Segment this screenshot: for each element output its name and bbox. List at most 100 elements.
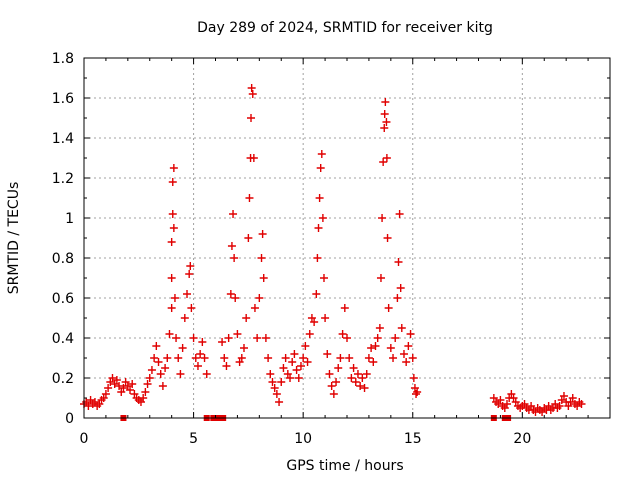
y-tick-label: 1.6 xyxy=(52,91,74,107)
data-point xyxy=(323,350,332,358)
data-point xyxy=(396,284,405,292)
data-point xyxy=(325,370,334,378)
data-point xyxy=(568,394,577,402)
data-point xyxy=(347,374,356,382)
data-point xyxy=(222,362,231,370)
ticks-layer: 0 0.2 0.4 0.6 0.8 1 1.2 1.4 1.6 1.8 0 5 10 15 20 xyxy=(52,51,611,447)
data-point xyxy=(290,350,299,358)
data-point xyxy=(185,270,194,278)
data-point xyxy=(165,330,174,338)
data-point xyxy=(227,242,236,250)
data-point xyxy=(112,376,121,384)
data-point xyxy=(258,230,267,238)
data-point xyxy=(329,390,338,398)
data-point xyxy=(139,394,148,402)
data-point xyxy=(288,358,297,366)
data-point xyxy=(169,224,178,232)
data-point xyxy=(174,354,183,362)
data-point xyxy=(119,384,128,392)
data-point xyxy=(237,354,246,362)
data-point xyxy=(143,380,152,388)
data-point xyxy=(189,334,198,342)
data-point xyxy=(502,400,511,408)
data-point xyxy=(186,262,195,270)
data-point xyxy=(255,294,264,302)
data-point xyxy=(275,398,284,406)
y-tick-label: 0 xyxy=(65,411,74,427)
data-point xyxy=(375,324,384,332)
data-point xyxy=(413,388,422,396)
y-tick-label: 0.4 xyxy=(52,331,74,347)
data-point xyxy=(356,382,365,390)
y-tick-label: 0.2 xyxy=(52,371,74,387)
x-tick-label: 5 xyxy=(189,431,198,447)
data-point xyxy=(380,110,389,118)
data-point xyxy=(167,274,176,282)
data-point xyxy=(318,214,327,222)
data-point xyxy=(257,254,266,262)
data-point xyxy=(170,294,179,302)
y-tick-label: 1.2 xyxy=(52,171,74,187)
data-point xyxy=(183,290,192,298)
plot-frame xyxy=(83,57,611,419)
data-point xyxy=(193,362,202,370)
x-tick-label: 10 xyxy=(294,431,312,447)
data-point xyxy=(397,324,406,332)
data-point xyxy=(247,114,256,122)
data-point xyxy=(378,214,387,222)
data-point xyxy=(198,338,207,346)
y-tick-label: 0.6 xyxy=(52,291,74,307)
data-point xyxy=(141,388,150,396)
data-point xyxy=(200,354,209,362)
data-point xyxy=(230,254,239,262)
data-point xyxy=(250,304,259,312)
data-point xyxy=(353,370,362,378)
data-point xyxy=(266,370,275,378)
data-point xyxy=(169,164,178,172)
data-point xyxy=(496,396,505,404)
data-point xyxy=(229,210,238,218)
data-point xyxy=(247,84,256,92)
data-point xyxy=(376,274,385,282)
data-point xyxy=(156,370,165,378)
data-point xyxy=(245,194,254,202)
data-point xyxy=(115,382,124,390)
data-point xyxy=(279,364,288,372)
data-point xyxy=(345,354,354,362)
data-point xyxy=(178,344,187,352)
data-point xyxy=(253,334,262,342)
data-point xyxy=(281,354,290,362)
data-point xyxy=(336,354,345,362)
y-tick-label: 0.8 xyxy=(52,251,74,267)
data-point xyxy=(152,342,161,350)
data-point xyxy=(292,366,301,374)
data-point xyxy=(202,370,211,378)
data-point xyxy=(286,374,295,382)
y-tick-label: 1.4 xyxy=(52,131,74,147)
data-point xyxy=(264,354,273,362)
data-point xyxy=(338,330,347,338)
data-point xyxy=(319,274,328,282)
data-point xyxy=(373,334,382,342)
data-point xyxy=(389,354,398,362)
data-point xyxy=(303,358,312,366)
data-point xyxy=(296,362,305,370)
data-point xyxy=(145,374,154,382)
data-point xyxy=(268,378,277,386)
data-point xyxy=(261,334,270,342)
data-point xyxy=(317,150,326,158)
data-point xyxy=(391,334,400,342)
data-point xyxy=(163,354,172,362)
y-tick-label: 1 xyxy=(65,211,74,227)
data-point xyxy=(577,400,586,408)
data-point xyxy=(168,178,177,186)
data-point xyxy=(277,378,286,386)
data-point xyxy=(305,330,314,338)
data-point xyxy=(395,210,404,218)
data-point xyxy=(559,392,568,400)
data-point xyxy=(226,290,235,298)
data-point xyxy=(383,234,392,242)
data-point xyxy=(167,238,176,246)
data-point xyxy=(147,366,156,374)
data-point xyxy=(158,382,167,390)
